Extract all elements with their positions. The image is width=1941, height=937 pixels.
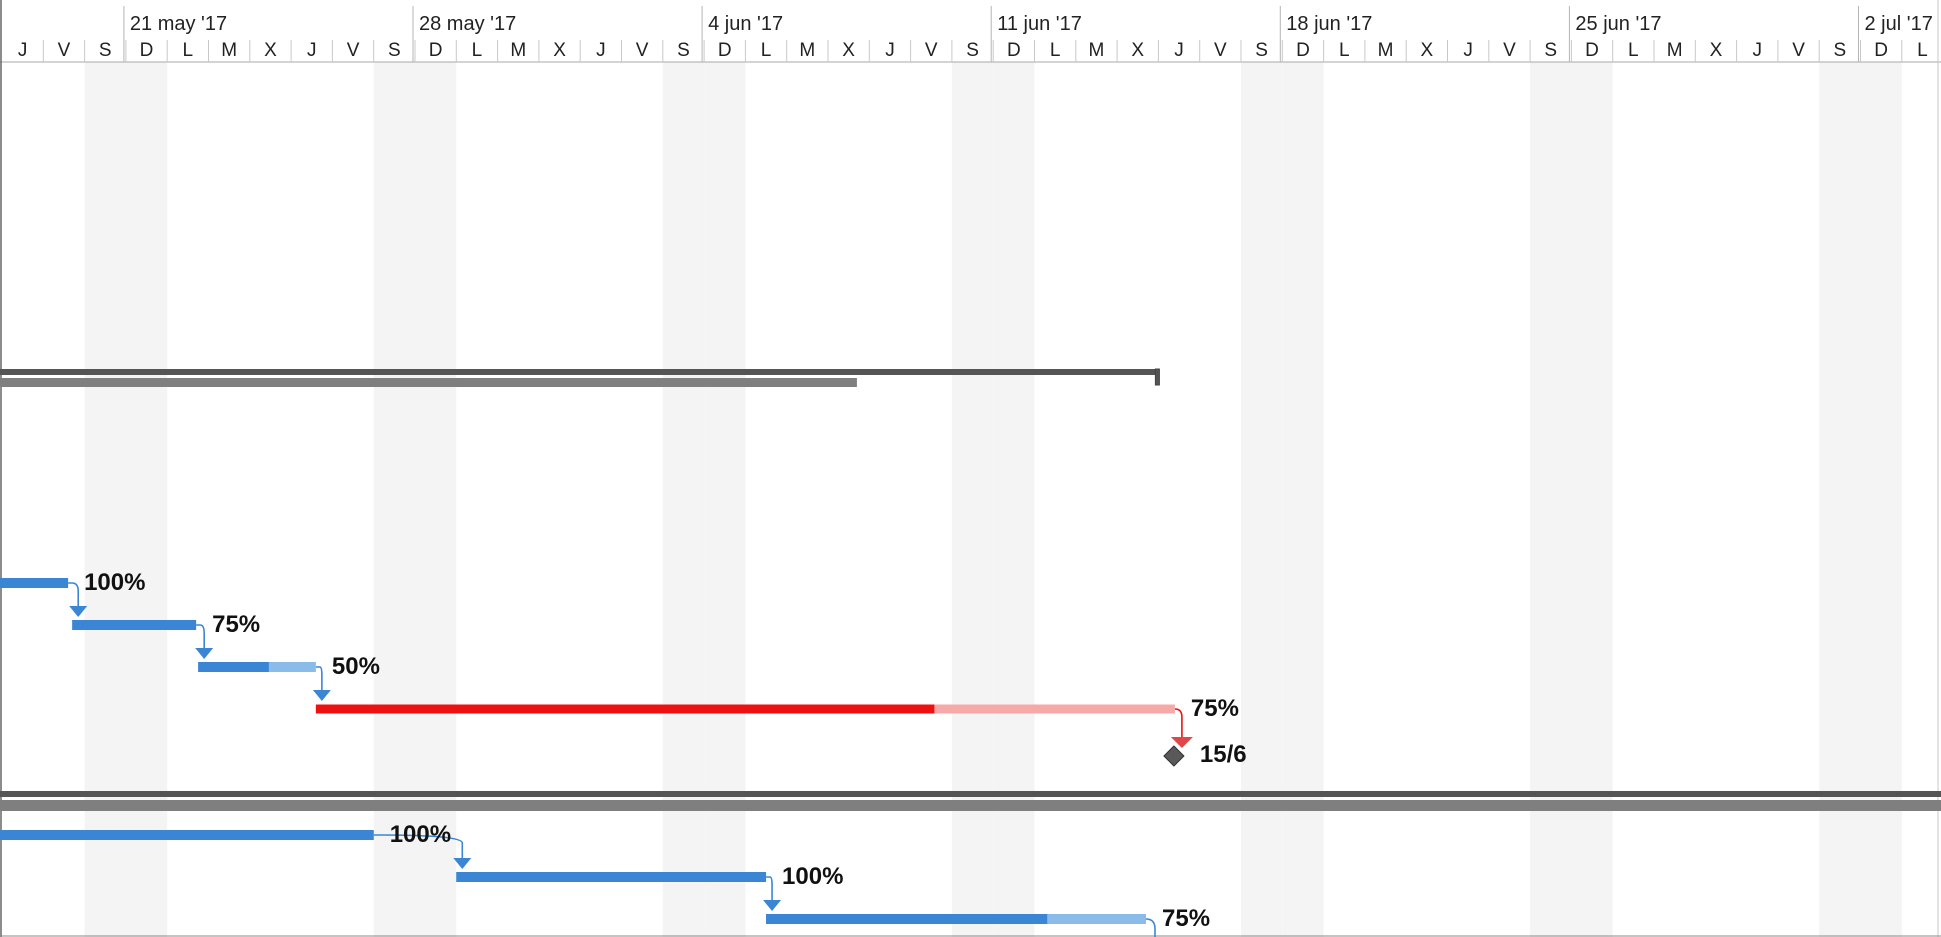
day-label: D <box>1007 40 1021 61</box>
summary-end-cap <box>1154 368 1160 386</box>
day-label: S <box>1834 40 1847 61</box>
day-label: D <box>718 40 732 61</box>
day-label: S <box>1255 40 1268 61</box>
dependency-link <box>68 582 80 607</box>
day-label: L <box>761 40 772 61</box>
summary-progress-bar <box>0 800 1941 811</box>
task-progress-label: 75% <box>1191 695 1239 722</box>
day-label: D <box>1296 40 1310 61</box>
summary-bar <box>0 791 1941 797</box>
day-label: S <box>99 40 112 61</box>
day-label: M <box>1667 40 1683 61</box>
task-bar-progress <box>0 830 374 840</box>
progress-labels: 100% 75% 50% 75% 100% 100% 75% <box>84 569 1239 932</box>
day-label: V <box>636 40 649 61</box>
dependency-links <box>68 582 1193 937</box>
task-bar-progress <box>0 578 69 588</box>
week-label: 18 jun '17 <box>1286 13 1372 35</box>
day-label: M <box>221 40 237 61</box>
dependency-arrow <box>763 900 782 911</box>
week-label: 2 jul '17 <box>1865 13 1933 35</box>
dependency-arrow <box>69 606 88 617</box>
milestone-diamond <box>1163 745 1185 767</box>
day-label: X <box>1421 40 1434 61</box>
day-label: J <box>885 40 895 61</box>
day-label: D <box>140 40 154 61</box>
week-label: 21 may '17 <box>130 13 227 35</box>
milestone-link-arrow <box>1170 737 1193 748</box>
task-bar-progress <box>72 620 197 630</box>
milestones: 15/6 <box>1163 741 1247 768</box>
day-label: J <box>18 40 28 61</box>
week-label: 11 jun '17 <box>997 13 1082 35</box>
day-label: J <box>307 40 317 61</box>
day-label: V <box>1503 40 1516 61</box>
day-label: X <box>264 40 277 61</box>
day-label: L <box>1050 40 1061 61</box>
summary-bar <box>0 369 1159 375</box>
task-progress-label: 75% <box>1162 905 1210 932</box>
dependency-arrow <box>312 690 331 701</box>
dependency-link <box>196 624 205 649</box>
day-label: V <box>1214 40 1227 61</box>
summary-bars <box>0 368 1941 811</box>
day-label: L <box>1628 40 1639 61</box>
day-label: M <box>1089 40 1105 61</box>
day-label: L <box>183 40 194 61</box>
day-label: J <box>1174 40 1184 61</box>
day-label: X <box>842 40 855 61</box>
task-progress-label: 50% <box>332 653 380 680</box>
day-label: V <box>925 40 938 61</box>
day-label: V <box>347 40 360 61</box>
task-progress-label: 100% <box>390 821 451 848</box>
milestone-date-label: 15/6 <box>1200 741 1247 768</box>
task-bars <box>0 578 1175 924</box>
day-label: S <box>388 40 401 61</box>
day-label: L <box>472 40 483 61</box>
day-label: L <box>1339 40 1350 61</box>
day-label: J <box>596 40 606 61</box>
day-label: V <box>1792 40 1805 61</box>
day-label: X <box>1131 40 1144 61</box>
day-label: M <box>510 40 526 61</box>
day-label: M <box>1378 40 1394 61</box>
day-label: D <box>1585 40 1599 61</box>
day-label: J <box>1753 40 1763 61</box>
task-bar-progress <box>315 704 935 714</box>
milestone-link <box>1174 708 1183 738</box>
day-label: X <box>553 40 566 61</box>
header-background <box>0 0 1941 62</box>
task-progress-label: 100% <box>84 569 145 596</box>
dependency-arrow <box>453 858 472 869</box>
day-label: L <box>1917 40 1928 61</box>
task-bar-progress <box>456 872 767 882</box>
day-label: J <box>1463 40 1473 61</box>
dependency-link <box>315 666 323 691</box>
dependency-arrow <box>195 648 214 659</box>
dependency-link <box>373 834 464 859</box>
task-progress-label: 100% <box>782 863 843 890</box>
day-label: V <box>58 40 71 61</box>
week-label: 4 jun '17 <box>708 13 783 35</box>
task-progress-label: 75% <box>212 611 260 638</box>
day-label: X <box>1710 40 1723 61</box>
week-label: 25 jun '17 <box>1575 13 1661 35</box>
day-label: D <box>429 40 443 61</box>
day-label: S <box>1544 40 1557 61</box>
day-label: D <box>1874 40 1888 61</box>
dependency-link <box>1145 918 1156 937</box>
task-bar-progress <box>198 662 269 672</box>
week-label: 28 may '17 <box>419 13 516 35</box>
day-label: S <box>677 40 690 61</box>
summary-progress-bar <box>0 378 857 387</box>
dependency-link <box>766 876 773 901</box>
task-bar-progress <box>766 914 1048 924</box>
day-label: M <box>799 40 815 61</box>
day-label: S <box>966 40 979 61</box>
